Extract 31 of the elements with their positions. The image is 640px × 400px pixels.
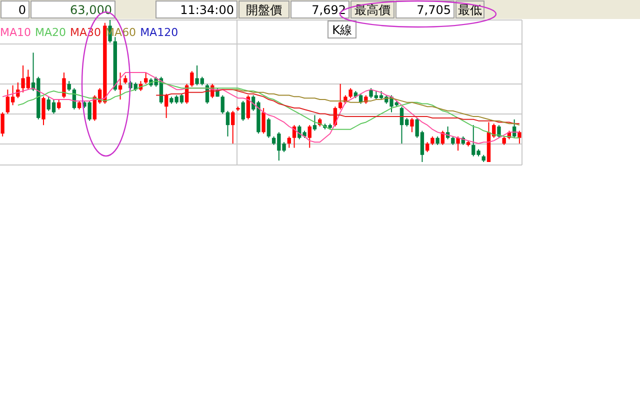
candlestick	[262, 108, 266, 134]
candlestick	[164, 93, 168, 118]
candlestick	[0, 112, 4, 137]
candlestick	[42, 96, 46, 126]
candlestick	[287, 136, 291, 148]
candlestick	[456, 136, 460, 152]
candlestick	[338, 83, 342, 110]
candlestick	[16, 82, 20, 99]
candlestick	[144, 72, 148, 84]
candlestick	[312, 114, 317, 132]
candlestick	[220, 94, 224, 114]
candlestick	[308, 124, 312, 148]
candlestick	[497, 124, 501, 138]
candlestick	[226, 110, 230, 137]
candlestick	[231, 110, 235, 144]
text: MA20	[35, 26, 66, 39]
annotation: K線	[332, 23, 352, 37]
candlestick	[241, 100, 245, 122]
candlestick	[266, 117, 271, 138]
candlestick	[57, 99, 61, 110]
text: MA10	[0, 26, 32, 39]
candlestick	[67, 80, 71, 92]
legend-label: MA120	[140, 26, 178, 39]
candlestick	[410, 117, 414, 133]
candlestick	[348, 88, 352, 99]
candlestick	[190, 70, 194, 88]
candlestick	[425, 142, 430, 153]
candlestick	[88, 100, 92, 122]
candlestick	[62, 72, 66, 99]
candlestick	[246, 94, 250, 120]
candlestick	[518, 130, 522, 144]
